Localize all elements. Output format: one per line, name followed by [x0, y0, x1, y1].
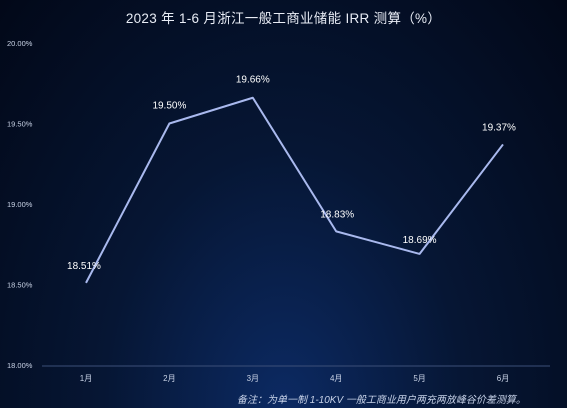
x-axis-ticks: 1月 2月 3月 4月 5月 6月 [80, 374, 509, 383]
data-label: 19.37% [482, 122, 516, 133]
x-tick-label: 1月 [80, 374, 92, 383]
y-tick-label: 19.00% [7, 200, 33, 209]
x-tick-label: 6月 [497, 374, 509, 383]
data-label: 19.66% [236, 75, 270, 86]
data-labels: 18.51% 19.50% 19.66% 18.83% 18.69% 19.37% [67, 75, 516, 272]
data-label: 19.50% [152, 101, 186, 112]
y-tick-label: 18.50% [7, 281, 33, 290]
data-label: 18.51% [67, 261, 101, 272]
x-tick-label: 5月 [413, 374, 425, 383]
data-label: 18.83% [320, 209, 354, 220]
y-tick-label: 19.50% [7, 120, 33, 129]
chart-title: 2023 年 1-6 月浙江一般工商业储能 IRR 测算（%） [125, 11, 442, 26]
y-axis-ticks: 18.00% 18.50% 19.00% 19.50% 20.00% [7, 39, 33, 370]
y-tick-label: 18.00% [7, 361, 33, 370]
x-tick-label: 3月 [247, 374, 259, 383]
data-label: 18.69% [403, 235, 437, 246]
x-tick-label: 2月 [163, 374, 175, 383]
x-tick-label: 4月 [330, 374, 342, 383]
series-line [85, 96, 504, 284]
chart-note: 备注：为单一制 1-10KV 一般工商业用户两充两放峰谷价差测算。 [237, 395, 526, 406]
y-tick-label: 20.00% [7, 39, 33, 48]
